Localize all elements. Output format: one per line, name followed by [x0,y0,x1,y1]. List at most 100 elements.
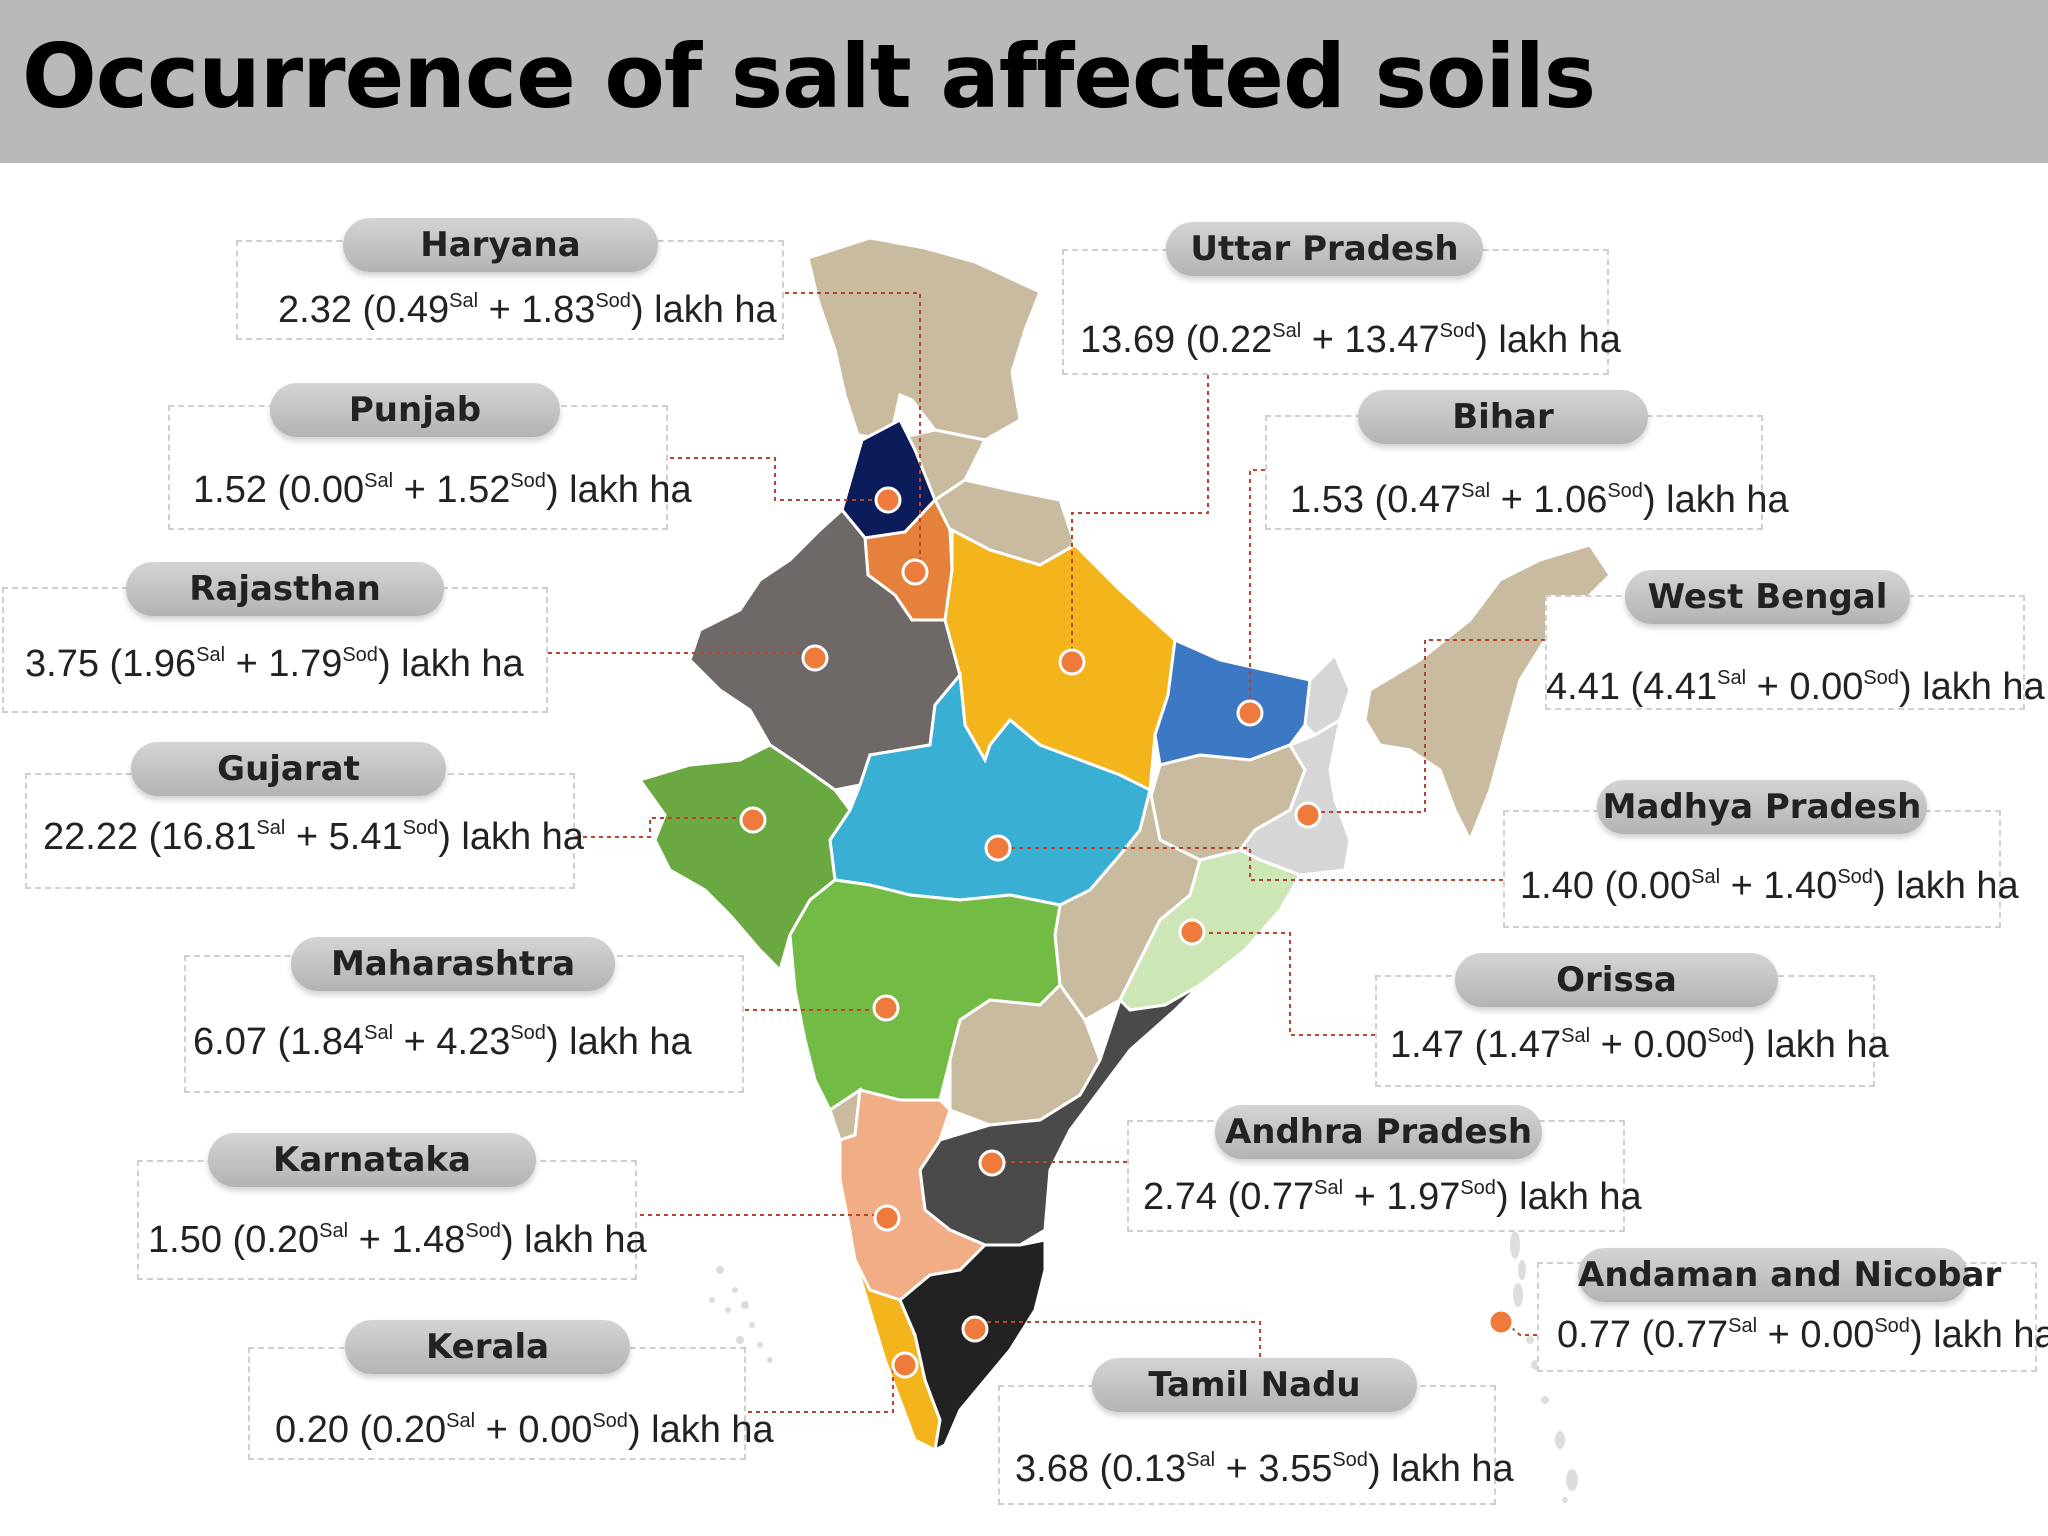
sodic-label: Sod [1607,480,1643,502]
page-title: Occurrence of salt affected soils [22,25,1596,128]
marker-tamil-nadu [961,1315,989,1343]
state-value-karnataka: 1.50 (0.20Sal + 1.48Sod) lakh ha [148,1219,647,1261]
marker-karnataka [873,1204,901,1232]
sodic-label: Sod [595,290,631,312]
region-tamil-nadu [898,1238,1047,1453]
state-value-andaman-nicobar: 0.77 (0.77Sal + 0.00Sod) lakh ha [1557,1313,2048,1357]
saline-value: 0.20 [245,1219,320,1261]
saline-value: 1.47 [1487,1024,1562,1066]
saline-label: Sal [1461,480,1491,502]
saline-label: Sal [1717,667,1747,689]
marker-kerala [891,1351,919,1379]
saline-value: 0.13 [1112,1448,1187,1490]
sodic-value: 4.23 [436,1021,511,1063]
state-value-haryana: 2.32 (0.49Sal + 1.83Sod) lakh ha [278,289,777,331]
state-value-maharashtra: 6.07 (1.84Sal + 4.23Sod) lakh ha [193,1021,692,1063]
state-value-gujarat: 22.22 (16.81Sal + 5.41Sod) lakh ha [43,816,584,858]
state-label-gujarat: Gujarat [131,742,446,796]
unit-label: lakh ha [1922,666,2045,708]
state-label-madhya-pradesh: Madhya Pradesh [1597,780,1927,834]
state-label-kerala: Kerala [345,1320,630,1374]
saline-value: 0.47 [1387,479,1462,521]
sodic-value: 1.06 [1533,479,1608,521]
marker-maharashtra [872,994,900,1022]
state-value-madhya-pradesh: 1.40 (0.00Sal + 1.40Sod) lakh ha [1520,865,2019,907]
title-bar: Occurrence of salt affected soils [0,0,2048,163]
state-label-karnataka: Karnataka [208,1133,536,1187]
marker-andaman-nicobar [1487,1308,1515,1336]
marker-andhra-pradesh [978,1149,1006,1177]
marker-orissa [1178,918,1206,946]
saline-value: 0.49 [375,289,450,331]
state-label-orissa: Orissa [1455,953,1778,1007]
unit-label: lakh ha [1519,1176,1642,1218]
total-value: 1.40 [1520,865,1594,907]
state-label-bihar: Bihar [1358,390,1648,444]
sodic-label: Sod [1439,320,1476,342]
state-value-rajasthan: 3.75 (1.96Sal + 1.79Sod) lakh ha [25,643,524,685]
total-value: 0.77 [1557,1314,1631,1356]
state-label-west-bengal: West Bengal [1625,570,1910,624]
saline-label: Sal [196,644,226,666]
andaman-islands [1510,1231,1578,1503]
unit-label: lakh ha [569,1021,692,1063]
saline-value: 1.84 [290,1021,365,1063]
marker-bihar [1236,699,1264,727]
total-value: 6.07 [193,1021,267,1063]
state-label-rajasthan: Rajasthan [126,562,444,616]
state-value-west-bengal: 4.41 (4.41Sal + 0.00Sod) lakh ha [1546,666,2045,708]
sodic-value: 1.48 [391,1219,466,1261]
marker-punjab [874,486,902,514]
saline-value: 0.00 [1617,865,1692,907]
saline-label: Sal [1272,320,1302,342]
region-sikkim [1303,652,1352,737]
saline-label: Sal [364,1022,394,1044]
total-value: 13.69 [1080,319,1176,361]
saline-value: 0.77 [1240,1176,1315,1218]
sodic-label: Sod [592,1410,628,1432]
total-value: 1.47 [1390,1024,1464,1066]
marker-rajasthan [801,644,829,672]
sodic-value: 1.79 [268,643,343,685]
sodic-label: Sod [1460,1177,1496,1199]
total-value: 3.75 [25,643,99,685]
marker-west-bengal [1294,801,1322,829]
total-value: 1.52 [193,469,267,511]
state-label-haryana: Haryana [343,218,658,272]
leader-madhya-pradesh [998,847,1503,881]
saline-label: Sal [364,470,394,492]
total-value: 22.22 [43,816,139,858]
leader-lines [548,292,1545,1413]
saline-label: Sal [446,1410,476,1432]
state-value-uttar-pradesh: 13.69 (0.22Sal + 13.47Sod) lakh ha [1080,319,1621,361]
unit-label: lakh ha [1896,865,2019,907]
state-value-punjab: 1.52 (0.00Sal + 1.52Sod) lakh ha [193,469,692,511]
total-value: 3.68 [1015,1448,1089,1490]
sodic-label: Sod [342,644,378,666]
unit-label: lakh ha [1666,479,1789,521]
state-value-kerala: 0.20 (0.20Sal + 0.00Sod) lakh ha [275,1409,774,1451]
leader-kerala [748,1365,894,1413]
sodic-label: Sod [510,1022,546,1044]
saline-label: Sal [319,1220,349,1242]
marker-madhya-pradesh [984,834,1012,862]
sodic-value: 1.83 [521,289,596,331]
state-value-orissa: 1.47 (1.47Sal + 0.00Sod) lakh ha [1390,1024,1889,1066]
leader-andaman-nicobar [1504,1321,1537,1336]
total-value: 2.32 [278,289,352,331]
unit-label: lakh ha [1498,319,1621,361]
saline-value: 1.96 [122,643,197,685]
leader-west-bengal [1308,639,1545,813]
saline-label: Sal [1314,1177,1344,1199]
sodic-value: 3.55 [1258,1448,1333,1490]
sodic-label: Sod [510,470,546,492]
sodic-label: Sod [1707,1025,1743,1047]
saline-label: Sal [1561,1025,1591,1047]
unit-label: lakh ha [654,289,777,331]
unit-label: lakh ha [1933,1314,2048,1356]
saline-value: 0.20 [372,1409,447,1451]
state-label-andaman-nicobar: Andaman and Nicobar [1578,1248,2001,1302]
saline-label: Sal [1691,866,1721,888]
marker-uttar-pradesh [1058,648,1086,676]
unit-label: lakh ha [1766,1024,1889,1066]
